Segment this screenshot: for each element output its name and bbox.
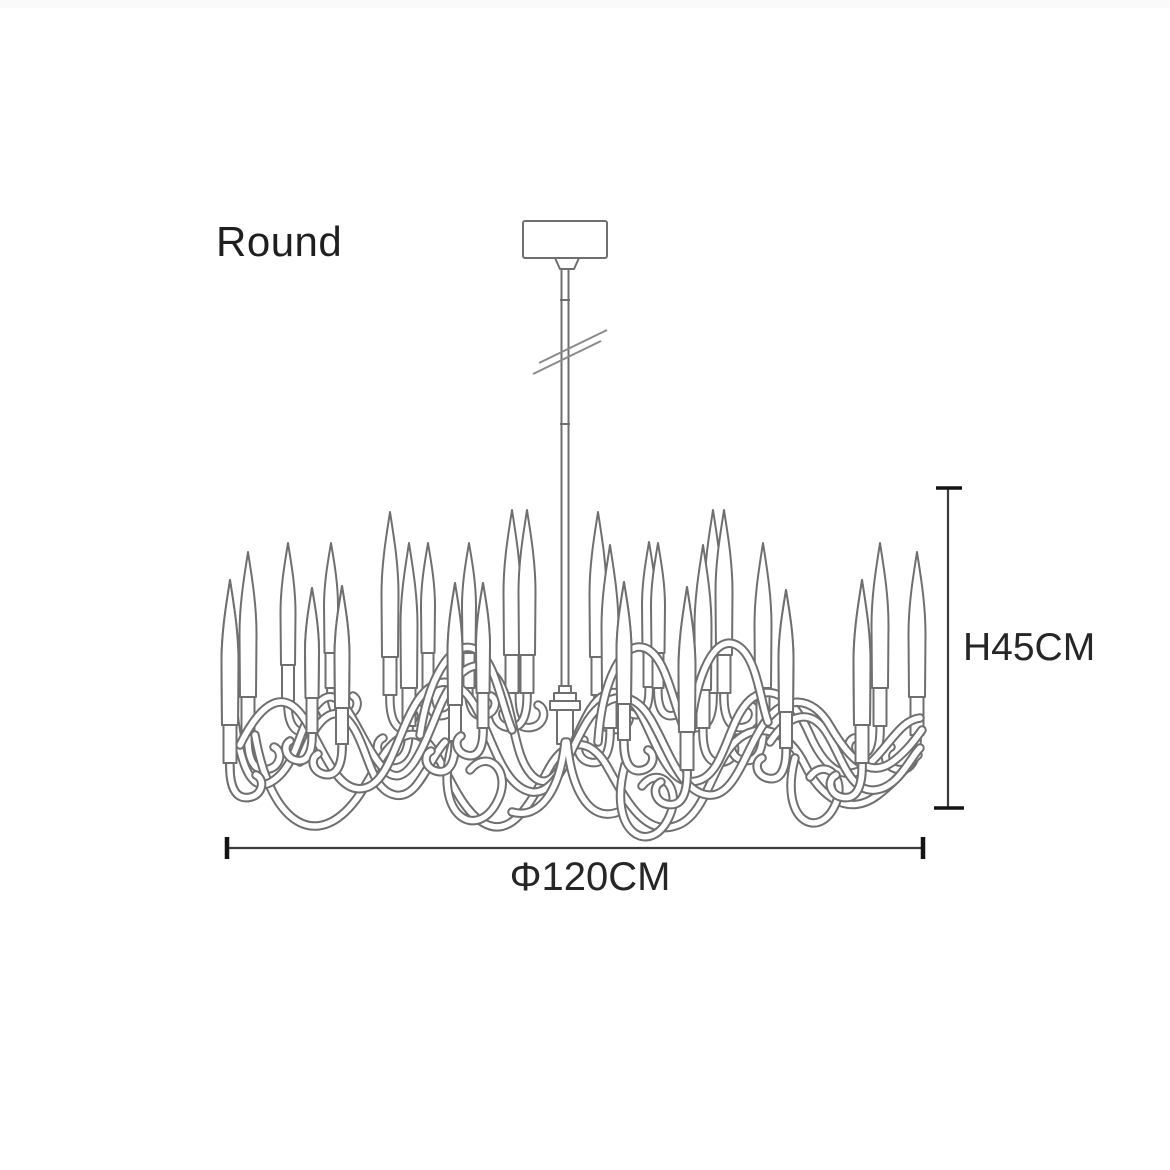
height-dimension-label: H45CM	[963, 626, 1096, 669]
diameter-dimension-label: Φ120CM	[509, 855, 671, 899]
center-hub	[549, 685, 581, 745]
height-dimension-line	[934, 486, 964, 810]
ceiling-canopy	[522, 220, 608, 270]
page-top-edge	[0, 0, 1170, 8]
shape-type-label: Round	[216, 218, 343, 265]
rod-break-mark-icon	[532, 329, 608, 375]
diameter-dimension-line	[224, 837, 926, 859]
hanging-rod	[560, 269, 570, 690]
